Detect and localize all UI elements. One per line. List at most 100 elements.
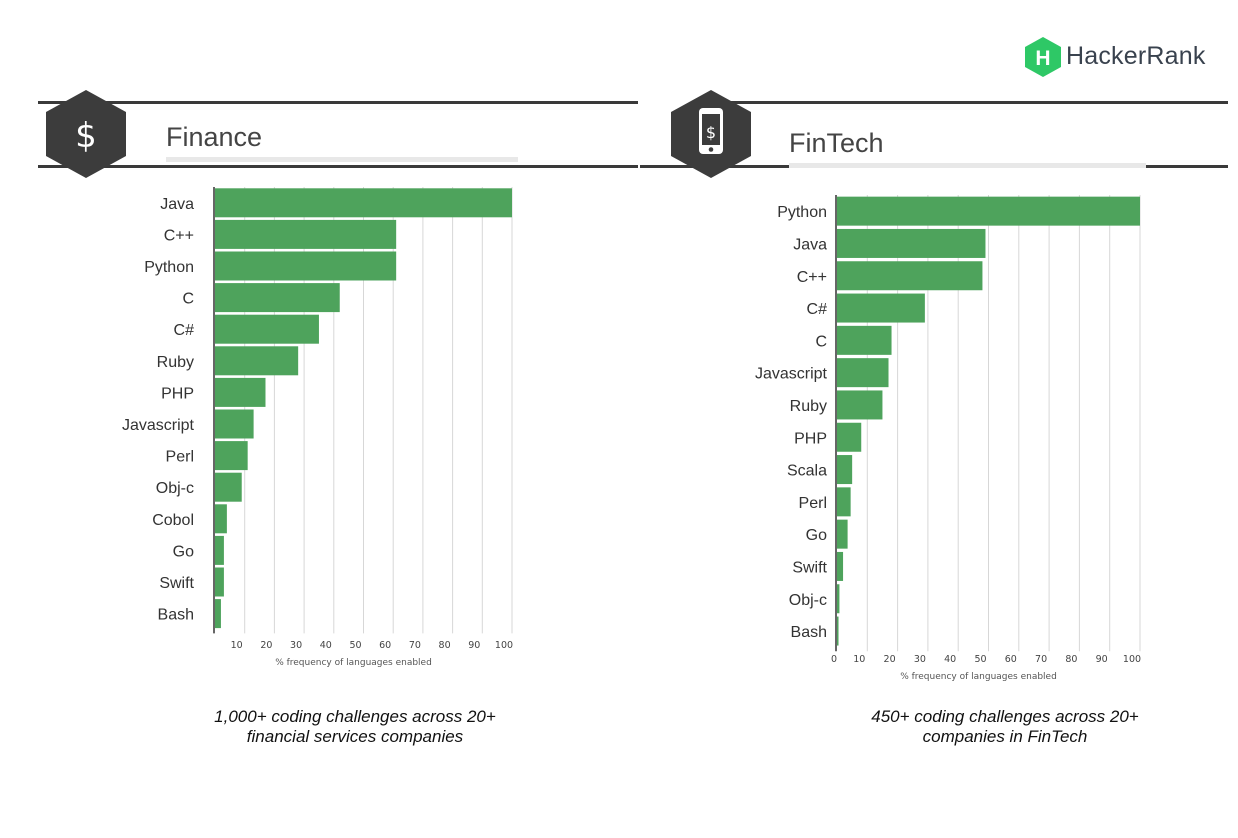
fintech-category-label: Scala [787, 463, 827, 480]
finance-tick-label: 80 [439, 640, 451, 651]
finance-bar [215, 535, 224, 565]
fintech-category-label: PHP [794, 430, 827, 447]
finance-bar [215, 441, 248, 471]
finance-category-label: Cobol [152, 512, 194, 529]
mobile-dollar-hexagon-icon: $ [669, 88, 753, 180]
hackerrank-hexagon-icon: H [1025, 37, 1061, 77]
svg-text:$: $ [706, 123, 716, 142]
fintech-bar [837, 519, 848, 549]
fintech-category-label: Java [793, 236, 827, 253]
fintech-category-label: C [815, 333, 827, 350]
fintech-bar [837, 616, 839, 646]
fintech-bar [837, 325, 892, 355]
fintech-bar [837, 196, 1140, 226]
fintech-bar [837, 584, 840, 614]
finance-bar [215, 314, 319, 344]
finance-x-axis-label: % frequency of languages enabled [275, 658, 432, 668]
fintech-category-label: Javascript [755, 366, 828, 383]
finance-bar [215, 283, 340, 313]
finance-bar [215, 409, 254, 439]
finance-tick-label: 90 [468, 640, 480, 651]
finance-tick-label: 60 [379, 640, 391, 651]
fintech-tick-label: 100 [1123, 654, 1141, 665]
finance-caption-line: 1,000+ coding challenges across 20+ [214, 707, 496, 726]
fintech-bar [837, 551, 844, 581]
finance-bar [215, 472, 242, 502]
dollar-hexagon-icon: $ [44, 88, 128, 180]
fintech-tick-label: 90 [1096, 654, 1108, 665]
finance-caption-line: financial services companies [246, 727, 464, 746]
finance-caption: 1,000+ coding challenges across 20+ fina… [180, 707, 530, 747]
brand-name: HackerRank [1066, 42, 1206, 70]
finance-category-label: Obj-c [156, 480, 194, 497]
fintech-caption-line: companies in FinTech [922, 727, 1088, 746]
finance-tick-label: 100 [495, 640, 513, 651]
finance-bar [215, 377, 266, 407]
fintech-tick-label: 70 [1035, 654, 1047, 665]
finance-header-rule [38, 101, 638, 104]
finance-tick-label: 70 [409, 640, 421, 651]
fintech-title: FinTech [789, 128, 884, 158]
finance-title: Finance [166, 122, 263, 152]
finance-category-label: Go [173, 543, 194, 560]
fintech-category-label: Swift [792, 559, 827, 576]
fintech-tick-label: 50 [974, 654, 986, 665]
hackerrank-logo: H HackerRank [1024, 36, 1214, 80]
brand-mark: H [1035, 47, 1050, 70]
finance-tick-label: 50 [349, 640, 361, 651]
fintech-bar [837, 422, 862, 452]
finance-category-label: Bash [158, 607, 194, 624]
finance-category-label: Python [144, 259, 194, 276]
fintech-category-label: Perl [799, 495, 827, 512]
fintech-category-label: Python [777, 204, 827, 221]
fintech-bar [837, 358, 889, 388]
finance-tick-label: 10 [231, 640, 243, 651]
fintech-bar [837, 228, 986, 258]
finance-tick-label: 30 [290, 640, 302, 651]
fintech-category-label: Bash [791, 624, 827, 641]
finance-tick-label: 20 [260, 640, 272, 651]
fintech-category-label: Ruby [790, 398, 827, 415]
fintech-category-label: Go [806, 527, 827, 544]
finance-category-label: Ruby [157, 354, 194, 371]
fintech-x-axis-label: % frequency of languages enabled [900, 672, 1057, 682]
fintech-header-rule [700, 101, 1228, 104]
fintech-category-label: Obj-c [789, 592, 827, 609]
fintech-bar [837, 261, 983, 291]
finance-bar [215, 599, 221, 629]
finance-category-label: PHP [161, 385, 194, 402]
fintech-bar [837, 293, 925, 323]
fintech-tick-label: 80 [1065, 654, 1077, 665]
finance-bar [215, 251, 397, 281]
finance-bar [215, 219, 397, 249]
finance-category-label: Javascript [122, 417, 195, 434]
finance-category-label: C++ [164, 227, 194, 244]
svg-text:$: $ [75, 116, 97, 156]
fintech-bar [837, 487, 851, 517]
fintech-bar [837, 390, 883, 420]
finance-header-rule-bottom [38, 165, 638, 168]
finance-tick-label: 40 [320, 640, 332, 651]
finance-bar [215, 504, 227, 534]
fintech-tick-label: 40 [944, 654, 956, 665]
fintech-bar [837, 455, 853, 485]
finance-category-label: Java [160, 196, 194, 213]
fintech-caption: 450+ coding challenges across 20+ compan… [830, 707, 1180, 747]
fintech-tick-label: 60 [1005, 654, 1017, 665]
finance-bar [215, 567, 224, 597]
finance-category-label: C [182, 291, 194, 308]
finance-title-underline [166, 157, 518, 162]
fintech-category-label: C++ [797, 269, 827, 286]
finance-category-label: Swift [159, 575, 194, 592]
fintech-tick-label: 10 [853, 654, 865, 665]
finance-bar [215, 346, 299, 376]
finance-bar [215, 188, 512, 218]
fintech-title-underline [789, 163, 1146, 168]
fintech-tick-label: 30 [914, 654, 926, 665]
finance-category-label: C# [174, 322, 195, 339]
fintech-caption-line: 450+ coding challenges across 20+ [871, 707, 1139, 726]
fintech-tick-label: 20 [884, 654, 896, 665]
fintech-tick-label: 0 [831, 654, 837, 665]
